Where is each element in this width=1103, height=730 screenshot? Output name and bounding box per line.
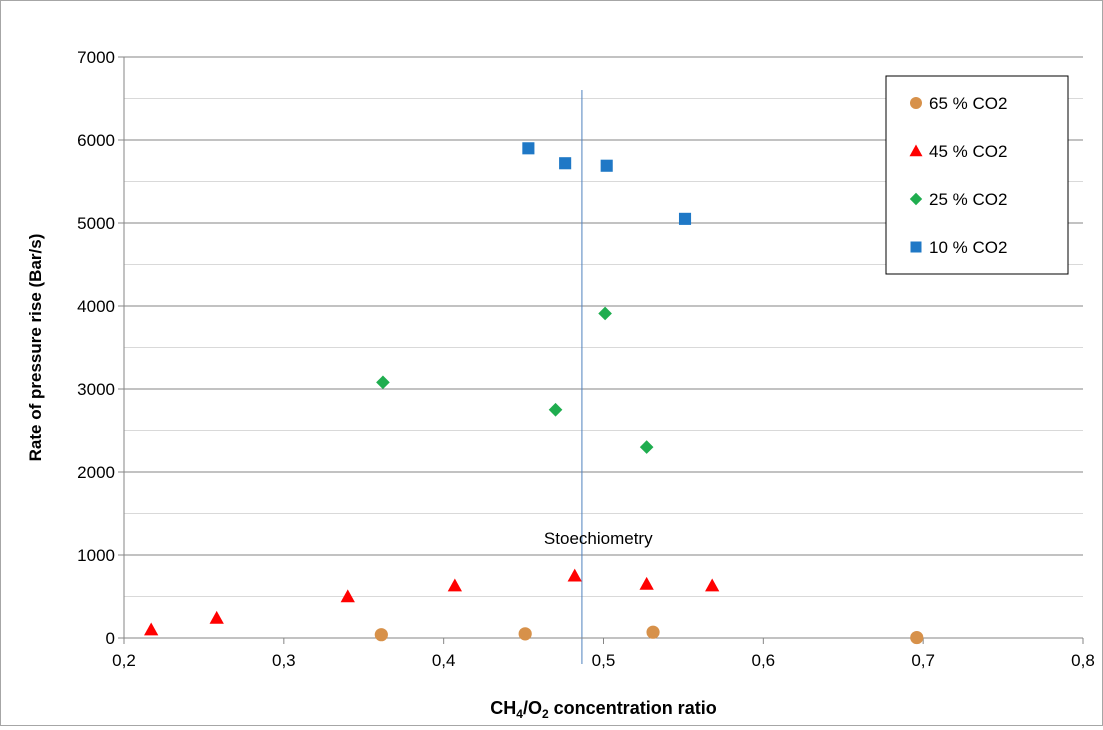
x-tick-label: 0,8 xyxy=(1071,651,1095,670)
legend-marker xyxy=(909,192,923,206)
legend-marker xyxy=(910,97,922,109)
axes: 0 1000 2000 3000 4000 5000 6000 7000 0,2 0,3 0,4 0,… xyxy=(77,48,1095,670)
x-tick-label: 0,7 xyxy=(911,651,935,670)
data-point xyxy=(447,578,463,592)
x-tick-label: 0,2 xyxy=(112,651,136,670)
legend-label: 25 % CO2 xyxy=(929,190,1007,209)
legend-marker xyxy=(910,241,922,253)
legend-label: 45 % CO2 xyxy=(929,142,1007,161)
annotation-stoechiometry: Stoechiometry xyxy=(544,529,653,548)
data-point xyxy=(522,142,535,155)
data-point xyxy=(548,402,563,417)
data-point xyxy=(910,630,924,645)
data-point xyxy=(518,627,532,641)
data-point xyxy=(639,440,654,454)
axis-labels: Rate of pressure rise (Bar/s) CH4/O2 conc… xyxy=(26,234,717,721)
data-point xyxy=(639,576,654,590)
data-point xyxy=(705,578,720,592)
annotations: Stoechiometry xyxy=(544,529,653,548)
legend-label: 65 % CO2 xyxy=(929,94,1007,113)
y-tick-label: 1000 xyxy=(77,546,115,565)
data-point xyxy=(340,589,355,603)
series-1 xyxy=(144,568,720,636)
legend-label: 10 % CO2 xyxy=(929,238,1007,257)
series-2 xyxy=(376,306,654,454)
y-tick-label: 4000 xyxy=(77,297,115,316)
data-point xyxy=(567,568,582,582)
data-point xyxy=(376,375,390,390)
x-tick-label: 0,3 xyxy=(272,651,296,670)
data-point xyxy=(678,212,692,225)
series-0 xyxy=(374,625,924,645)
y-tick-label: 7000 xyxy=(77,48,115,67)
data-point xyxy=(598,306,612,321)
data-point xyxy=(209,610,224,624)
y-tick-label: 6000 xyxy=(77,131,115,150)
data-point xyxy=(374,628,388,642)
y-tick-label: 0 xyxy=(106,629,115,648)
series-3 xyxy=(522,142,692,225)
x-axis-label: CH4/O2 concentration ratio xyxy=(490,698,716,721)
data-points xyxy=(144,142,924,645)
y-axis-label: Rate of pressure rise (Bar/s) xyxy=(26,234,45,462)
legend: 65 % CO2 45 % CO2 25 % CO2 10 % CO2 xyxy=(885,75,1069,275)
x-tick-label: 0,4 xyxy=(432,651,456,670)
data-point xyxy=(646,625,660,639)
legend-box xyxy=(885,75,1069,275)
y-tick-label: 5000 xyxy=(77,214,115,233)
data-point xyxy=(600,159,613,172)
legend-marker xyxy=(909,144,923,157)
x-tick-label: 0,6 xyxy=(752,651,776,670)
y-tick-label: 2000 xyxy=(77,463,115,482)
x-tick-label: 0,5 xyxy=(592,651,616,670)
data-point xyxy=(144,622,159,636)
data-point xyxy=(559,157,572,170)
y-tick-label: 3000 xyxy=(77,380,115,399)
